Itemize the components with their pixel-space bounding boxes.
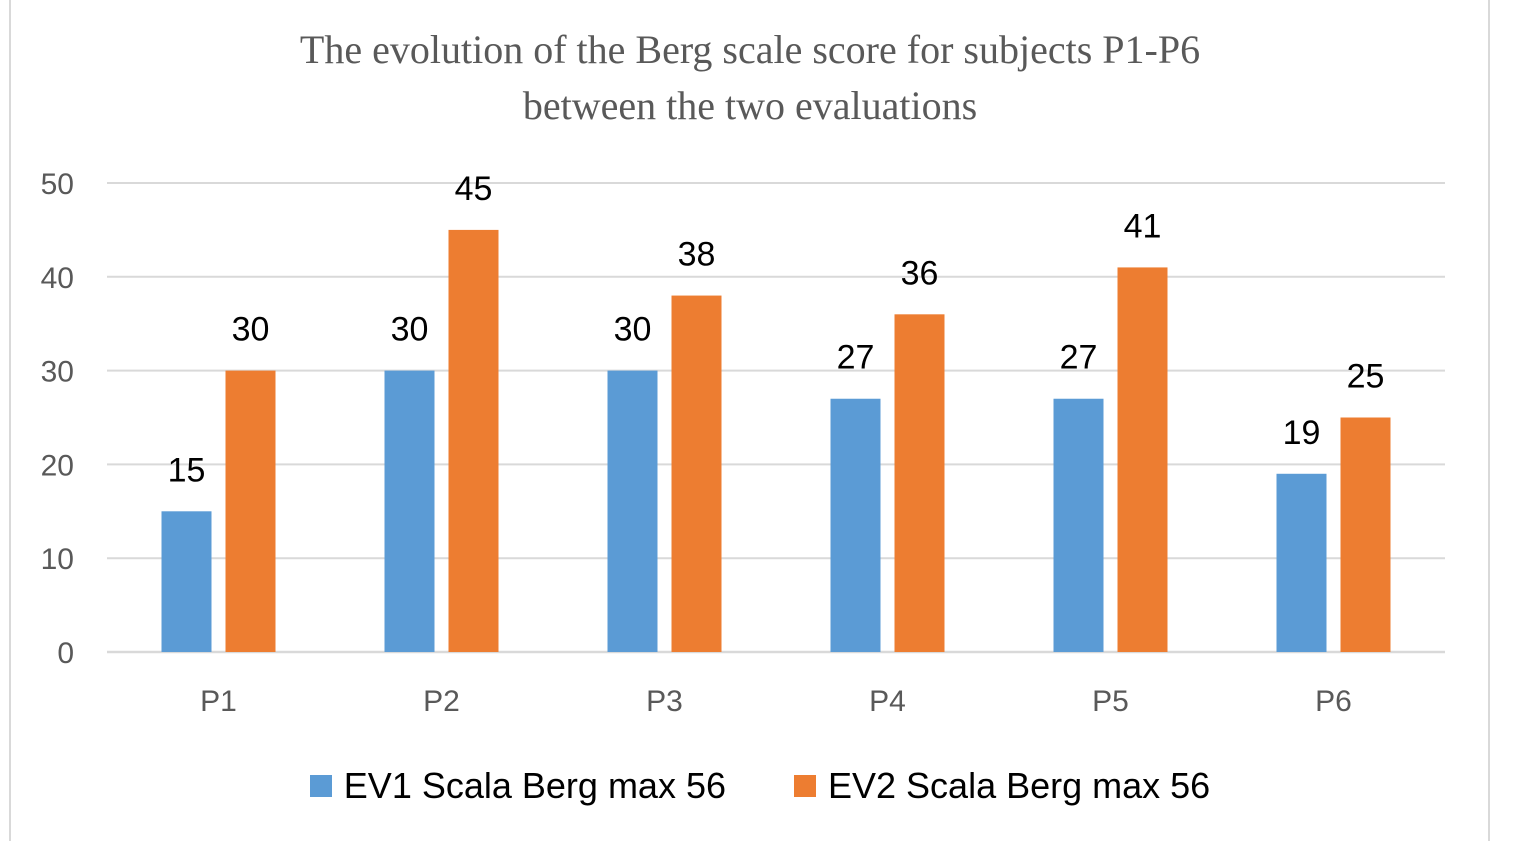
y-tick-label: 10 (41, 543, 74, 576)
data-label: 30 (232, 311, 270, 349)
x-tick-label: P6 (1315, 685, 1352, 718)
chart-title-line-1: The evolution of the Berg scale score fo… (299, 27, 1201, 72)
legend-item-ev2: EV2 Scala Berg max 56 (794, 765, 1210, 807)
data-label: 19 (1283, 414, 1321, 452)
y-tick-label: 20 (41, 449, 74, 482)
bar-p3-series-2 (671, 295, 722, 652)
legend-label-ev1: EV1 Scala Berg max 56 (343, 765, 726, 806)
data-label: 38 (678, 236, 716, 274)
y-tick-label: 30 (41, 356, 74, 389)
legend-swatch-ev1 (309, 775, 332, 797)
bar-p2-series-1 (384, 370, 435, 652)
chart-title-line-2: between the two evaluations (522, 83, 978, 128)
x-tick-label: P5 (1092, 685, 1129, 718)
data-label: 27 (1060, 339, 1098, 377)
x-tick-label: P1 (200, 685, 237, 718)
x-tick-label: P2 (423, 685, 460, 718)
bar-p4-series-2 (894, 314, 945, 652)
legend-label-ev2: EV2 Scala Berg max 56 (828, 765, 1211, 806)
bar-p5-series-2 (1117, 267, 1168, 652)
bar-p6-series-1 (1276, 473, 1327, 652)
data-label: 30 (614, 311, 652, 349)
legend-swatch-ev2 (794, 775, 816, 797)
y-tick-label: 0 (57, 637, 74, 670)
chart-border-right (1488, 0, 1490, 841)
legend-item-ev1: EV1 Scala Berg max 56 (309, 765, 726, 807)
data-label: 25 (1347, 358, 1385, 396)
data-label: 15 (168, 451, 206, 489)
chart-border-left (9, 0, 11, 841)
bar-p1-series-1 (161, 511, 212, 652)
data-label: 41 (1124, 207, 1162, 245)
chart-title: The evolution of the Berg scale score fo… (150, 22, 1350, 134)
bar-p3-series-1 (607, 370, 658, 652)
y-tick-label: 50 (41, 168, 74, 201)
x-tick-label: P4 (869, 685, 906, 718)
bar-p2-series-2 (448, 229, 499, 652)
bar-p6-series-2 (1340, 417, 1391, 652)
bar-p5-series-1 (1053, 398, 1104, 652)
data-label: 45 (455, 170, 493, 208)
bar-p4-series-1 (830, 398, 881, 652)
x-tick-label: P3 (646, 685, 683, 718)
bar-p1-series-2 (225, 370, 276, 652)
legend: EV1 Scala Berg max 56 EV2 Scala Berg max… (0, 760, 1520, 812)
data-label: 30 (391, 311, 429, 349)
data-label: 36 (901, 254, 939, 292)
y-tick-label: 40 (41, 262, 74, 295)
data-label: 27 (837, 339, 875, 377)
